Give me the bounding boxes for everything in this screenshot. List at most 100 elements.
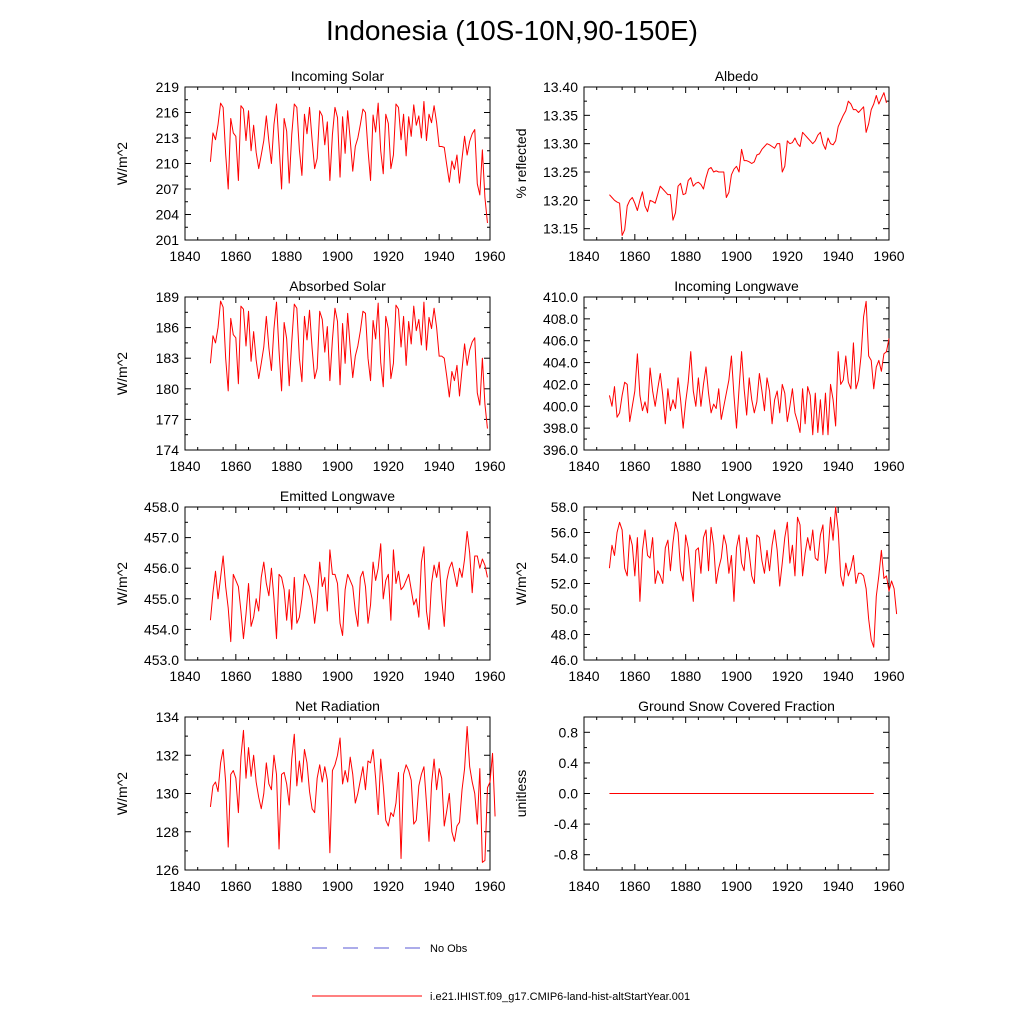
panel-title: Ground Snow Covered Fraction: [638, 698, 835, 714]
y-tick-label: 219: [156, 79, 180, 95]
x-tick-label: 1860: [619, 668, 650, 684]
y-tick-label: 13.40: [543, 79, 578, 95]
x-tick-label: 1840: [169, 668, 200, 684]
series-line: [209, 726, 496, 863]
y-tick-label: 400.0: [543, 398, 578, 414]
x-tick-label: 1900: [322, 668, 353, 684]
y-tick-label: 453.0: [144, 652, 179, 668]
x-tick-label: 1900: [721, 458, 752, 474]
x-tick-label: 1920: [772, 878, 803, 894]
x-tick-label: 1880: [670, 878, 701, 894]
y-tick-label: 134: [156, 709, 180, 725]
y-tick-label: 174: [156, 442, 180, 458]
chart-panel-2: Albedo % reflected 1840 1860 1880 1900 1920 194…: [513, 68, 905, 264]
x-tick-label: 1880: [670, 458, 701, 474]
x-tick-label: 1840: [568, 458, 599, 474]
panel-title: Net Radiation: [295, 698, 380, 714]
y-tick-label: 204: [156, 207, 180, 223]
y-tick-label: 398.0: [543, 420, 578, 436]
y-axis-label: unitless: [513, 770, 529, 817]
x-tick-label: 1880: [271, 668, 302, 684]
y-tick-label: 454.0: [144, 621, 179, 637]
y-tick-label: 0.0: [559, 786, 579, 802]
x-tick-label: 1920: [373, 458, 404, 474]
y-tick-label: 128: [156, 824, 180, 840]
x-tick-label: 1940: [823, 668, 854, 684]
x-tick-label: 1960: [873, 248, 904, 264]
y-tick-label: 56.0: [551, 525, 578, 541]
y-tick-label: 189: [156, 289, 180, 305]
x-tick-label: 1880: [271, 878, 302, 894]
x-tick-label: 1900: [721, 878, 752, 894]
panel-title: Incoming Solar: [291, 68, 385, 84]
y-tick-label: 177: [156, 411, 180, 427]
x-tick-label: 1940: [823, 458, 854, 474]
x-tick-label: 1940: [424, 668, 455, 684]
x-tick-label: 1900: [322, 248, 353, 264]
x-tick-label: 1880: [271, 248, 302, 264]
x-tick-label: 1860: [220, 458, 251, 474]
x-tick-label: 1880: [670, 668, 701, 684]
y-axis-label: W/m^2: [114, 562, 130, 605]
chart-panel-5: Emitted Longwave W/m^2 1840 1860 1880 1900 192…: [114, 488, 506, 684]
x-tick-label: 1940: [823, 248, 854, 264]
series-line: [209, 100, 488, 224]
y-axis-label: W/m^2: [513, 562, 529, 605]
x-tick-label: 1940: [424, 878, 455, 894]
x-tick-label: 1860: [220, 248, 251, 264]
y-tick-label: 130: [156, 786, 180, 802]
x-tick-label: 1920: [772, 248, 803, 264]
x-tick-label: 1860: [619, 878, 650, 894]
series-line: [609, 92, 887, 236]
x-tick-label: 1940: [424, 458, 455, 474]
y-axis-label: W/m^2: [114, 142, 130, 185]
y-tick-label: 0.4: [559, 755, 579, 771]
x-tick-label: 1960: [873, 458, 904, 474]
x-tick-label: 1840: [568, 248, 599, 264]
x-tick-label: 1860: [619, 248, 650, 264]
x-tick-label: 1920: [772, 458, 803, 474]
x-tick-label: 1900: [721, 248, 752, 264]
y-tick-label: 54.0: [551, 550, 578, 566]
y-tick-label: 207: [156, 181, 180, 197]
panel-title: Incoming Longwave: [674, 278, 799, 294]
panel-title: Albedo: [715, 68, 759, 84]
y-tick-label: 410.0: [543, 289, 578, 305]
y-tick-label: 58.0: [551, 499, 578, 515]
y-axis-label: % reflected: [513, 128, 529, 198]
y-tick-label: 406.0: [543, 333, 578, 349]
series-line: [209, 300, 488, 429]
y-tick-label: -0.8: [554, 847, 578, 863]
y-tick-label: 210: [156, 156, 180, 172]
x-tick-label: 1960: [474, 248, 505, 264]
x-tick-label: 1920: [373, 878, 404, 894]
x-tick-label: 1900: [322, 878, 353, 894]
y-tick-label: 201: [156, 232, 180, 248]
y-tick-label: 180: [156, 381, 180, 397]
chart-panel-8: Ground Snow Covered Fraction unitless 1840…: [513, 698, 905, 894]
chart-panel-7: Net Radiation W/m^2 1840 1860 1880 1900 1920 19…: [114, 698, 506, 894]
plot-frame: [583, 86, 890, 241]
x-tick-label: 1840: [568, 668, 599, 684]
x-tick-label: 1960: [474, 668, 505, 684]
panel-title: Net Longwave: [692, 488, 782, 504]
series-line: [608, 506, 898, 648]
y-tick-label: 457.0: [144, 530, 179, 546]
y-tick-label: 216: [156, 105, 180, 121]
x-tick-label: 1960: [474, 458, 505, 474]
plot-frame: [184, 716, 491, 871]
chart-panel-6: Net Longwave W/m^2 1840 1860 1880 1900 1920 194…: [513, 488, 905, 684]
x-tick-label: 1960: [873, 878, 904, 894]
x-tick-label: 1900: [322, 458, 353, 474]
y-axis-label: W/m^2: [114, 352, 130, 395]
y-tick-label: 455.0: [144, 591, 179, 607]
y-tick-label: 13.25: [543, 164, 578, 180]
y-tick-label: 13.15: [543, 221, 578, 237]
x-tick-label: 1940: [424, 248, 455, 264]
x-tick-label: 1860: [619, 458, 650, 474]
x-tick-label: 1860: [220, 668, 251, 684]
x-tick-label: 1860: [220, 878, 251, 894]
y-tick-label: 126: [156, 862, 180, 878]
chart-panel-3: Absorbed Solar W/m^2 1840 1860 1880 1900 1920 1…: [114, 278, 506, 474]
